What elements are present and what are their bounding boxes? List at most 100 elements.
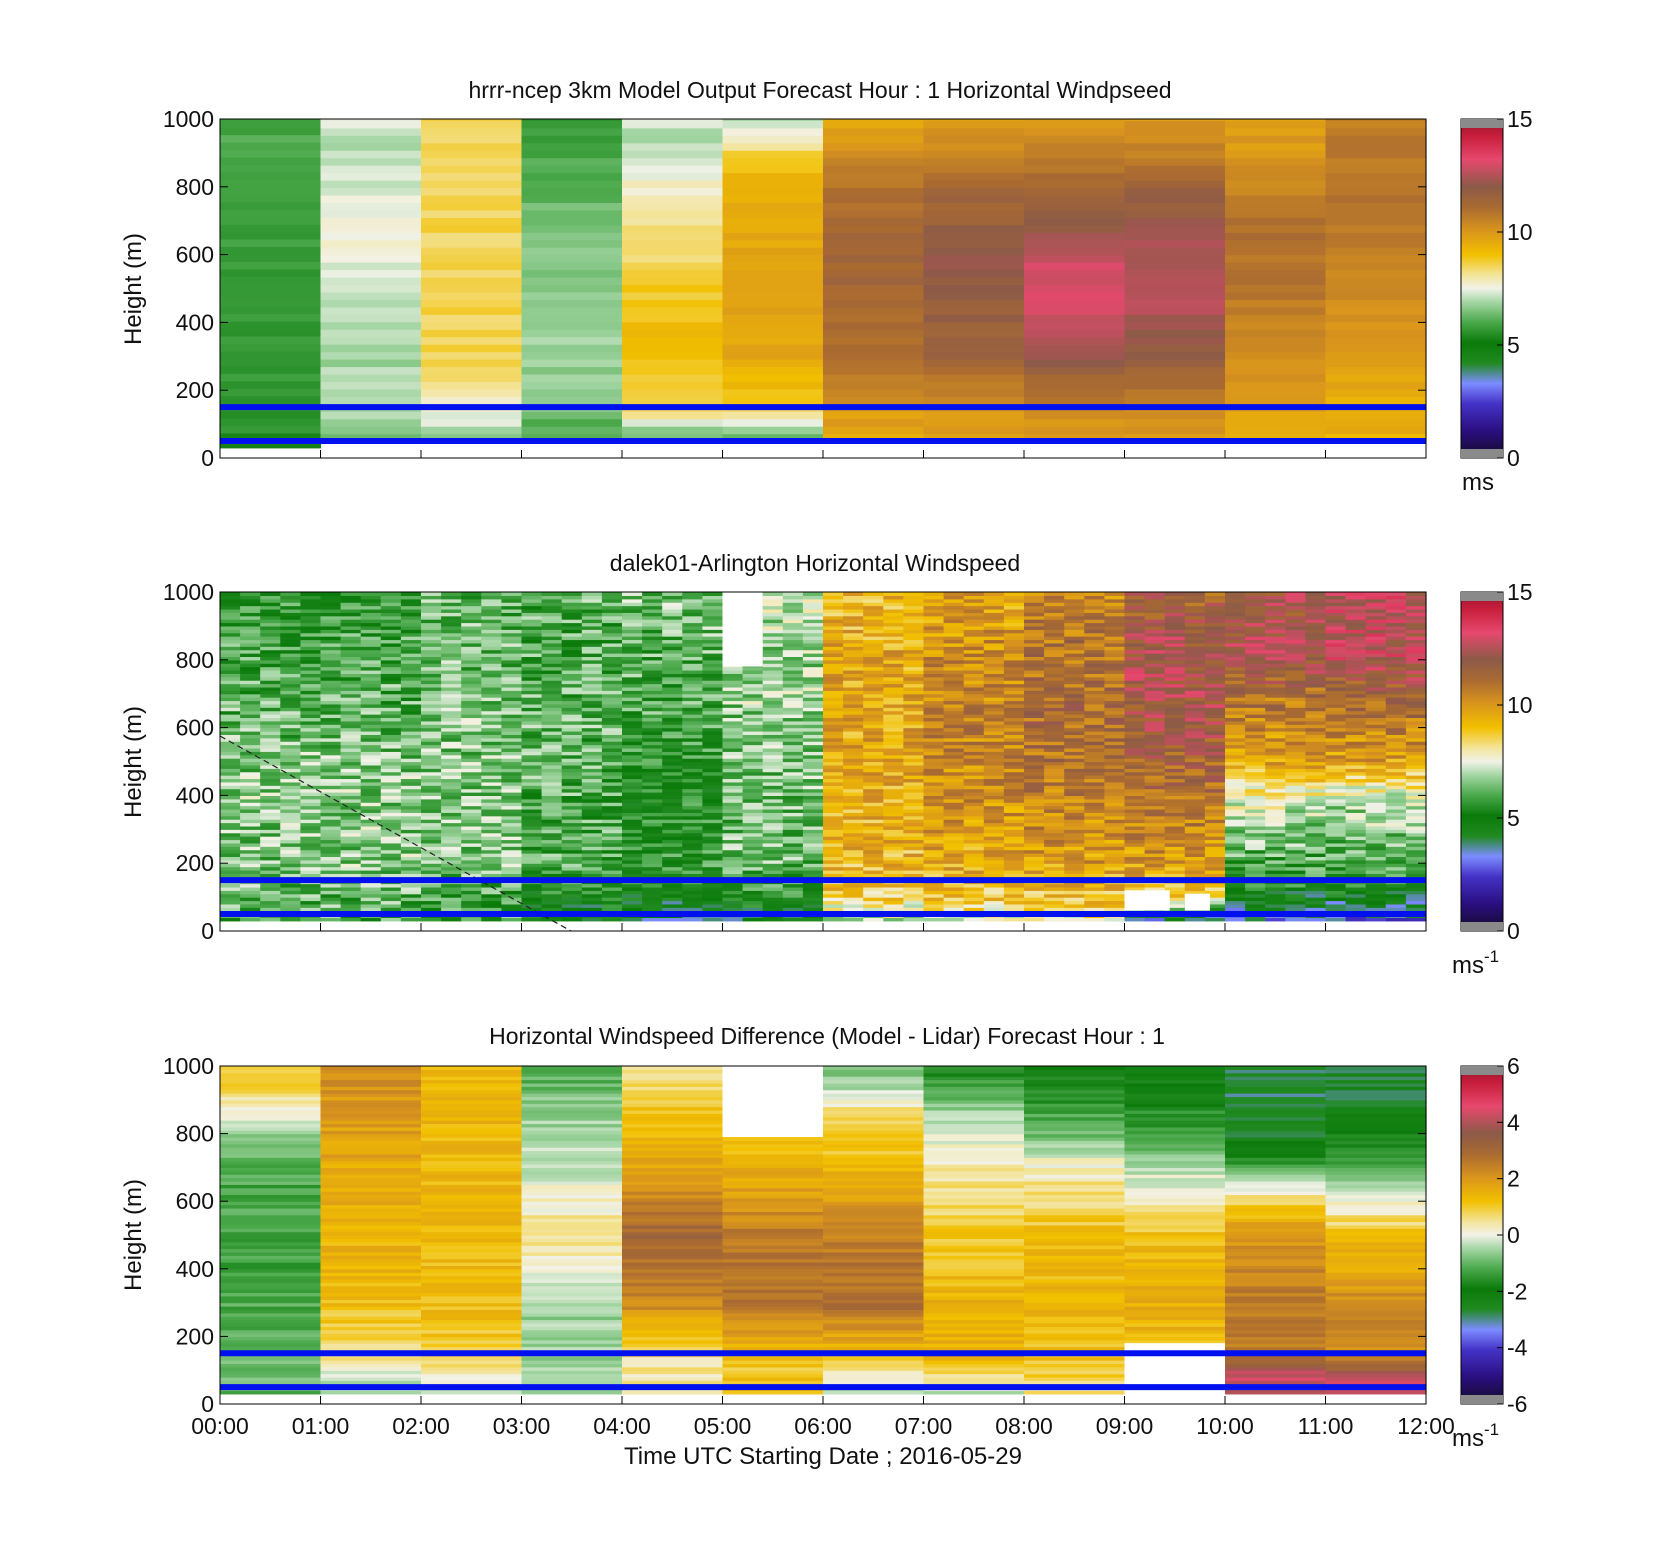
heatmap-cell bbox=[762, 747, 784, 752]
heatmap-cell bbox=[963, 703, 985, 708]
heatmap-cell bbox=[300, 663, 322, 668]
heatmap-cell bbox=[1124, 886, 1146, 891]
heatmap-cell bbox=[601, 883, 623, 888]
heatmap-cell bbox=[622, 217, 724, 226]
heatmap-cell bbox=[461, 649, 482, 654]
heatmap-cell bbox=[622, 883, 643, 888]
heatmap-cell bbox=[340, 636, 362, 641]
heatmap-cell bbox=[943, 642, 965, 647]
heatmap-cell bbox=[943, 724, 965, 729]
heatmap-cell bbox=[1084, 727, 1105, 732]
heatmap-cell bbox=[1024, 788, 1045, 793]
heatmap-cell bbox=[622, 690, 643, 695]
heatmap-cell bbox=[1003, 778, 1025, 783]
heatmap-cell bbox=[682, 866, 703, 871]
heatmap-cell bbox=[843, 805, 864, 810]
heatmap-cell bbox=[441, 629, 462, 634]
heatmap-cell bbox=[1084, 693, 1105, 698]
heatmap-cell bbox=[521, 172, 623, 181]
heatmap-cell bbox=[963, 653, 985, 658]
heatmap-cell bbox=[521, 649, 543, 654]
heatmap-cell bbox=[1024, 778, 1045, 783]
heatmap-cell bbox=[561, 771, 583, 776]
heatmap-cell bbox=[320, 856, 342, 861]
heatmap-cell bbox=[380, 836, 402, 841]
heatmap-cell bbox=[1024, 893, 1045, 898]
heatmap-cell bbox=[702, 893, 724, 898]
heatmap-cell bbox=[963, 737, 985, 742]
heatmap-cell bbox=[1044, 853, 1065, 858]
heatmap-cell bbox=[280, 886, 301, 891]
heatmap-cell bbox=[481, 602, 502, 607]
heatmap-cell bbox=[823, 336, 925, 345]
heatmap-cell bbox=[340, 592, 362, 596]
heatmap-cell bbox=[983, 886, 1005, 891]
heatmap-cell bbox=[581, 859, 603, 864]
heatmap-cell bbox=[461, 730, 482, 735]
heatmap-cell bbox=[541, 727, 563, 732]
heatmap-cell bbox=[782, 778, 804, 783]
heatmap-cell bbox=[622, 299, 724, 308]
heatmap-cell bbox=[421, 825, 442, 830]
heatmap-cell bbox=[843, 900, 864, 905]
heatmap-cell bbox=[903, 842, 925, 847]
heatmap-cell bbox=[762, 625, 784, 630]
heatmap-cell bbox=[823, 247, 925, 256]
heatmap-cell bbox=[1225, 284, 1327, 293]
heatmap-cell bbox=[682, 625, 703, 630]
heatmap-cell bbox=[481, 822, 502, 827]
heatmap-cell bbox=[823, 737, 844, 742]
heatmap-cell bbox=[240, 856, 261, 861]
heatmap-cell bbox=[400, 676, 422, 681]
heatmap-cell bbox=[320, 336, 422, 345]
heatmap-cell bbox=[260, 676, 281, 681]
heatmap-cell bbox=[1084, 663, 1105, 668]
heatmap-cell bbox=[863, 802, 884, 807]
heatmap-cell bbox=[903, 829, 925, 834]
heatmap-cell bbox=[421, 903, 442, 908]
heatmap-cell bbox=[581, 781, 603, 786]
heatmap-cell bbox=[300, 808, 322, 813]
heatmap-cell bbox=[1084, 829, 1105, 834]
heatmap-cell bbox=[1024, 592, 1045, 596]
heatmap-cell bbox=[1044, 680, 1065, 685]
heatmap-cell bbox=[280, 754, 301, 759]
heatmap-cell bbox=[722, 768, 744, 773]
heatmap-cell bbox=[923, 619, 945, 624]
heatmap-cell bbox=[240, 724, 261, 729]
heatmap-cell bbox=[943, 602, 965, 607]
heatmap-cell bbox=[320, 680, 342, 685]
heatmap-cell bbox=[883, 761, 904, 766]
heatmap-cell bbox=[983, 798, 1005, 803]
heatmap-cell bbox=[642, 893, 663, 898]
heatmap-cell bbox=[622, 344, 724, 353]
heatmap-cell bbox=[762, 812, 784, 817]
heatmap-cell bbox=[1003, 798, 1025, 803]
heatmap-cell bbox=[340, 656, 362, 661]
heatmap-cell bbox=[581, 761, 603, 766]
heatmap-cell bbox=[963, 893, 985, 898]
heatmap-cell bbox=[481, 730, 502, 735]
heatmap-cell bbox=[1124, 224, 1226, 233]
heatmap-cell bbox=[1044, 917, 1065, 922]
heatmap-cell bbox=[1084, 808, 1105, 813]
heatmap-cell bbox=[843, 897, 864, 902]
heatmap-cell bbox=[1044, 842, 1065, 847]
heatmap-cell bbox=[280, 764, 301, 769]
heatmap-cell bbox=[360, 788, 382, 793]
heatmap-cell bbox=[622, 276, 724, 286]
heatmap-cell bbox=[340, 754, 362, 759]
heatmap-cell bbox=[762, 659, 784, 664]
heatmap-cell bbox=[360, 856, 382, 861]
heatmap-cell bbox=[380, 737, 402, 742]
heatmap-cell bbox=[702, 775, 724, 780]
heatmap-cell bbox=[762, 778, 784, 783]
heatmap-cell bbox=[622, 269, 724, 278]
heatmap-cell bbox=[642, 629, 663, 634]
heatmap-cell bbox=[642, 836, 663, 841]
heatmap-cell bbox=[1064, 897, 1085, 902]
heatmap-cell bbox=[280, 720, 301, 725]
heatmap-cell bbox=[702, 883, 724, 888]
heatmap-cell bbox=[481, 656, 502, 661]
heatmap-cell bbox=[762, 619, 784, 624]
